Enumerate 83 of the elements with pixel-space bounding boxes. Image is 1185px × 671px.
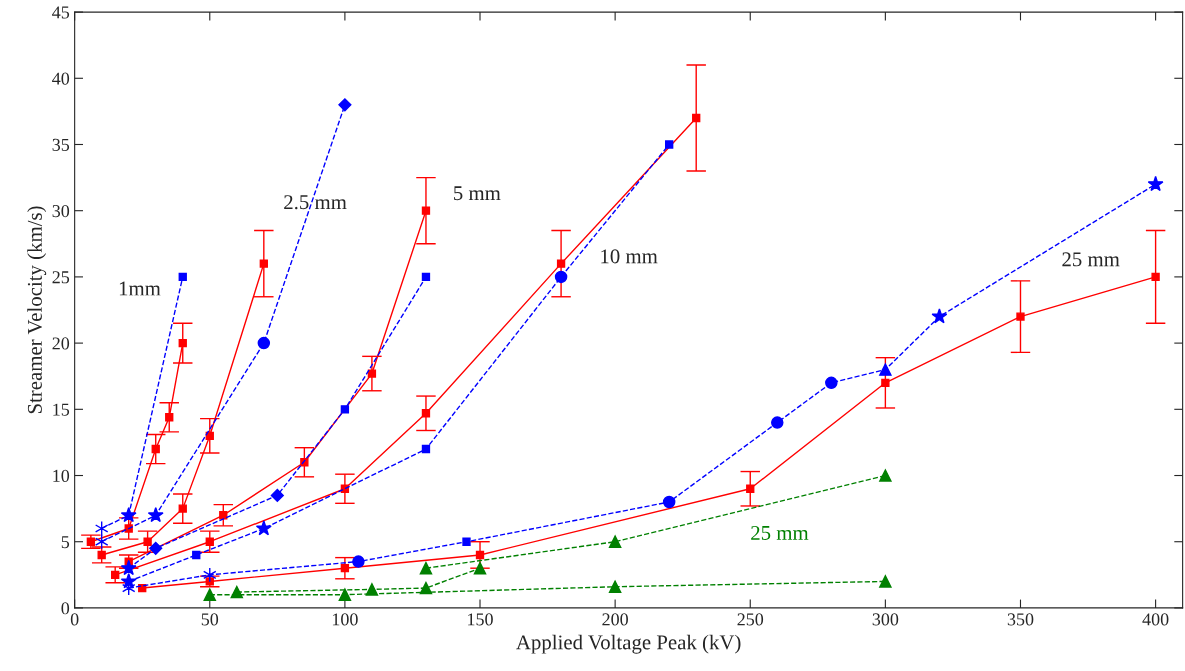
annotation: 5 mm bbox=[454, 186, 501, 201]
point bbox=[178, 272, 187, 282]
x-tick-label: 400 bbox=[1142, 613, 1169, 626]
x-tick-label: 100 bbox=[332, 613, 358, 626]
annotation: 1mm bbox=[119, 281, 161, 296]
point bbox=[120, 506, 137, 523]
point bbox=[879, 363, 892, 376]
point bbox=[205, 537, 214, 546]
x-tick-label: 300 bbox=[872, 613, 899, 626]
point bbox=[259, 259, 268, 268]
point bbox=[165, 413, 174, 422]
y-tick-label: 0 bbox=[61, 602, 70, 615]
point bbox=[771, 416, 784, 429]
y-tick-label: 35 bbox=[52, 138, 70, 151]
point bbox=[352, 555, 365, 568]
point bbox=[340, 405, 350, 414]
y-tick-label: 10 bbox=[53, 469, 70, 482]
x-tick-label: 150 bbox=[468, 613, 493, 626]
annotation: 25 mm bbox=[1062, 252, 1120, 267]
point bbox=[475, 550, 485, 560]
point bbox=[1147, 175, 1164, 192]
series-label: 25 mm bbox=[751, 525, 809, 540]
point bbox=[365, 583, 379, 596]
point bbox=[473, 561, 487, 575]
point bbox=[340, 564, 350, 573]
point bbox=[149, 541, 163, 555]
point bbox=[205, 577, 214, 586]
point bbox=[338, 98, 352, 112]
point bbox=[270, 488, 284, 502]
y-tick-label: 40 bbox=[52, 72, 70, 85]
point bbox=[111, 570, 120, 579]
point bbox=[692, 113, 701, 123]
point bbox=[120, 573, 137, 589]
y-tick-label: 45 bbox=[52, 6, 70, 19]
point bbox=[1151, 272, 1160, 282]
point bbox=[255, 520, 272, 536]
point bbox=[825, 376, 838, 390]
point bbox=[421, 272, 431, 282]
point bbox=[143, 537, 152, 546]
y-tick-label: 30 bbox=[52, 204, 70, 218]
point bbox=[662, 495, 676, 509]
point bbox=[556, 259, 566, 268]
point bbox=[367, 369, 377, 378]
point bbox=[879, 469, 892, 482]
y-tick-label: 15 bbox=[53, 403, 70, 416]
y-tick-label: 25 bbox=[52, 271, 70, 284]
y-tick-label: 20 bbox=[52, 337, 70, 350]
point bbox=[881, 378, 890, 387]
x-tick-label: 350 bbox=[1007, 613, 1034, 626]
point bbox=[462, 537, 471, 546]
point bbox=[203, 588, 217, 601]
x-tick-label: 200 bbox=[602, 613, 628, 626]
point bbox=[879, 575, 892, 588]
point bbox=[1016, 312, 1025, 321]
annotation: 2.5 mm bbox=[284, 195, 347, 210]
point bbox=[178, 338, 187, 348]
point bbox=[147, 506, 164, 523]
point bbox=[419, 561, 433, 575]
point bbox=[554, 270, 568, 284]
point bbox=[608, 580, 622, 593]
point bbox=[219, 511, 228, 520]
point bbox=[151, 444, 160, 454]
point bbox=[97, 550, 106, 560]
point bbox=[338, 588, 352, 601]
point bbox=[421, 206, 431, 215]
annotation: 10 mm bbox=[601, 249, 658, 264]
point bbox=[665, 140, 674, 149]
point bbox=[746, 484, 755, 493]
point bbox=[608, 535, 622, 548]
point bbox=[931, 308, 948, 324]
point bbox=[192, 550, 201, 560]
x-tick-label: 0 bbox=[70, 613, 79, 626]
point bbox=[257, 336, 271, 350]
y-tick-label: 5 bbox=[61, 536, 70, 549]
x-axis-title: Applied Voltage Peak (kV) bbox=[516, 634, 741, 654]
x-tick-label: 50 bbox=[201, 613, 219, 626]
x-tick-label: 250 bbox=[737, 613, 764, 626]
point bbox=[178, 504, 187, 513]
point bbox=[86, 537, 96, 546]
y-axis-title: Streamer Velocity (km/s) bbox=[27, 206, 47, 414]
point bbox=[421, 409, 431, 418]
point bbox=[120, 559, 137, 576]
point bbox=[421, 444, 431, 454]
